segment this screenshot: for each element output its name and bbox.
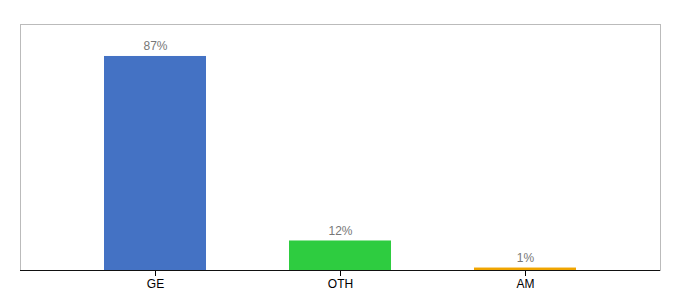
svg-text:AM: AM <box>517 277 535 291</box>
svg-text:OTH: OTH <box>328 277 353 291</box>
svg-text:12%: 12% <box>328 224 352 238</box>
svg-text:87%: 87% <box>143 39 167 53</box>
svg-text:1%: 1% <box>517 251 535 265</box>
svg-text:GE: GE <box>147 277 164 291</box>
